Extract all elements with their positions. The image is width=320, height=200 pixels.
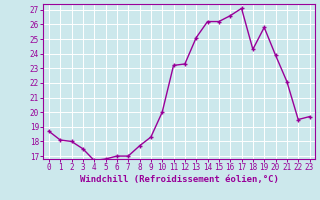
X-axis label: Windchill (Refroidissement éolien,°C): Windchill (Refroidissement éolien,°C) (80, 175, 279, 184)
